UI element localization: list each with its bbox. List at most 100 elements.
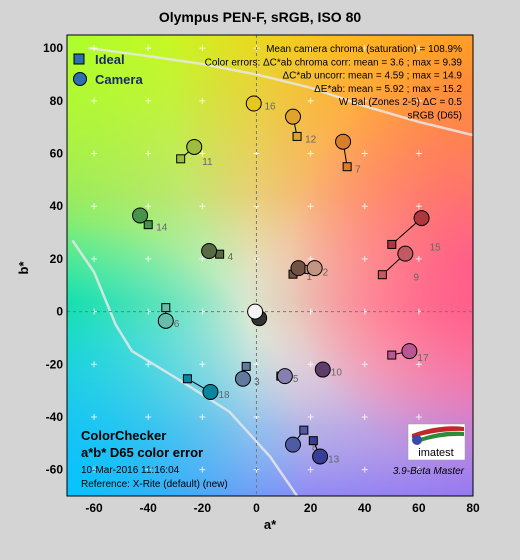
x-tick-label: 20 bbox=[304, 501, 318, 515]
ideal-marker bbox=[241, 361, 251, 371]
info-line: W Bal (Zones 2-5) ΔC = 0.5 bbox=[339, 97, 463, 108]
legend-camera-marker bbox=[73, 72, 87, 86]
grid-cross bbox=[199, 466, 206, 473]
grid-cross bbox=[145, 97, 152, 104]
camera-marker bbox=[202, 383, 219, 400]
patch-label: 17 bbox=[417, 353, 429, 364]
bl-reference: Reference: X-Rite (default) (new) bbox=[81, 479, 228, 490]
grid-cross bbox=[145, 150, 152, 157]
camera-marker bbox=[245, 95, 262, 112]
grid-cross bbox=[91, 413, 98, 420]
camera-marker bbox=[314, 361, 331, 378]
grid-cross bbox=[199, 255, 206, 262]
y-axis-label: b* bbox=[16, 261, 31, 275]
ideal-marker bbox=[308, 436, 318, 446]
legend-ideal-marker bbox=[73, 53, 85, 65]
ideal-marker bbox=[342, 162, 352, 172]
bottom-left-text: ColorChecker a*b* D65 color error 10-Mar… bbox=[81, 428, 228, 490]
patch-label: 18 bbox=[218, 390, 230, 401]
patch-label: 10 bbox=[331, 368, 343, 379]
y-tick-label: 80 bbox=[50, 94, 64, 108]
grid-cross bbox=[415, 413, 422, 420]
grid-cross bbox=[415, 150, 422, 157]
grid-cross bbox=[307, 413, 314, 420]
chart-title: Olympus PEN-F, sRGB, ISO 80 bbox=[159, 9, 361, 25]
grid-cross bbox=[145, 203, 152, 210]
logo-text: imatest bbox=[418, 447, 453, 459]
camera-marker bbox=[132, 207, 149, 224]
grid-cross bbox=[361, 413, 368, 420]
patch-label: 13 bbox=[328, 454, 340, 465]
gamut-curve bbox=[88, 46, 473, 137]
legend: Ideal Camera bbox=[73, 52, 143, 87]
grid-cross bbox=[361, 97, 368, 104]
plot-background bbox=[67, 35, 473, 496]
grid-cross bbox=[361, 150, 368, 157]
x-tick-label: -40 bbox=[140, 501, 158, 515]
ideal-marker bbox=[387, 350, 397, 360]
bl-line1: ColorChecker bbox=[81, 428, 166, 443]
grid-cross bbox=[415, 203, 422, 210]
grid-cross bbox=[145, 466, 152, 473]
grid-cross bbox=[91, 45, 98, 52]
info-box: Mean camera chroma (saturation) = 108.9%… bbox=[205, 44, 463, 122]
ideal-marker bbox=[176, 154, 186, 164]
grid-cross bbox=[361, 466, 368, 473]
grid-cross bbox=[91, 361, 98, 368]
grid-cross bbox=[307, 203, 314, 210]
grid-cross bbox=[361, 361, 368, 368]
info-line: Color errors: ΔC*ab chroma corr: mean = … bbox=[205, 57, 463, 68]
grid-cross bbox=[145, 45, 152, 52]
camera-marker bbox=[186, 138, 203, 155]
camera-marker bbox=[285, 436, 302, 453]
camera-marker bbox=[397, 245, 414, 262]
grid-cross bbox=[199, 413, 206, 420]
patch-label: 12 bbox=[305, 134, 317, 145]
grid-cross bbox=[199, 361, 206, 368]
version-text: 3.9-Beta Master bbox=[393, 466, 465, 477]
grid-cross bbox=[307, 361, 314, 368]
grid-cross bbox=[361, 45, 368, 52]
ideal-marker bbox=[299, 425, 309, 435]
grid-cross bbox=[415, 45, 422, 52]
info-line: sRGB (D65) bbox=[408, 111, 462, 122]
camera-marker bbox=[335, 133, 352, 150]
gamut-boundary bbox=[71, 46, 473, 496]
patch-label: 11 bbox=[202, 157, 213, 168]
camera-marker bbox=[201, 243, 218, 260]
grid-cross bbox=[415, 255, 422, 262]
info-line: ΔE*ab: mean = 5.92 ; max = 15.2 bbox=[314, 84, 462, 95]
grid-cross bbox=[145, 413, 152, 420]
bl-line2: a*b* D65 color error bbox=[81, 445, 203, 460]
patch-label: 1 bbox=[306, 272, 312, 283]
patch-label: 8 bbox=[312, 443, 318, 454]
grid-cross bbox=[91, 97, 98, 104]
tick-labels: -60 -40 -20 0 20 40 60 80 -60 -40 -20 0 20 40 60 80 100 bbox=[43, 41, 480, 515]
y-tick-label: -20 bbox=[46, 357, 64, 371]
grid-cross bbox=[307, 45, 314, 52]
patch-label: 9 bbox=[413, 273, 419, 284]
x-tick-label: -60 bbox=[85, 501, 103, 515]
info-line: ΔC*ab uncorr: mean = 4.59 ; max = 14.9 bbox=[282, 71, 462, 82]
grid-cross bbox=[199, 45, 206, 52]
grid-cross bbox=[415, 361, 422, 368]
y-tick-label: 100 bbox=[43, 41, 63, 55]
y-tick-label: 40 bbox=[50, 199, 64, 213]
grid-cross bbox=[307, 466, 314, 473]
zero-axes bbox=[67, 35, 473, 496]
grid-cross bbox=[91, 150, 98, 157]
patch-label: 2 bbox=[323, 267, 329, 278]
grid-cross bbox=[361, 203, 368, 210]
grid-cross bbox=[91, 255, 98, 262]
grid-cross bbox=[307, 97, 314, 104]
y-tick-label: -60 bbox=[46, 463, 64, 477]
grid-cross bbox=[145, 361, 152, 368]
camera-marker bbox=[413, 210, 430, 227]
bl-date: 10-Mar-2016 11:16:04 bbox=[81, 465, 180, 476]
camera-marker bbox=[401, 343, 418, 360]
ideal-marker bbox=[377, 270, 387, 280]
patch-label: 14 bbox=[156, 223, 168, 234]
x-tick-label: 80 bbox=[466, 501, 480, 515]
ideal-marker bbox=[182, 374, 192, 384]
camera-marker bbox=[247, 303, 264, 320]
